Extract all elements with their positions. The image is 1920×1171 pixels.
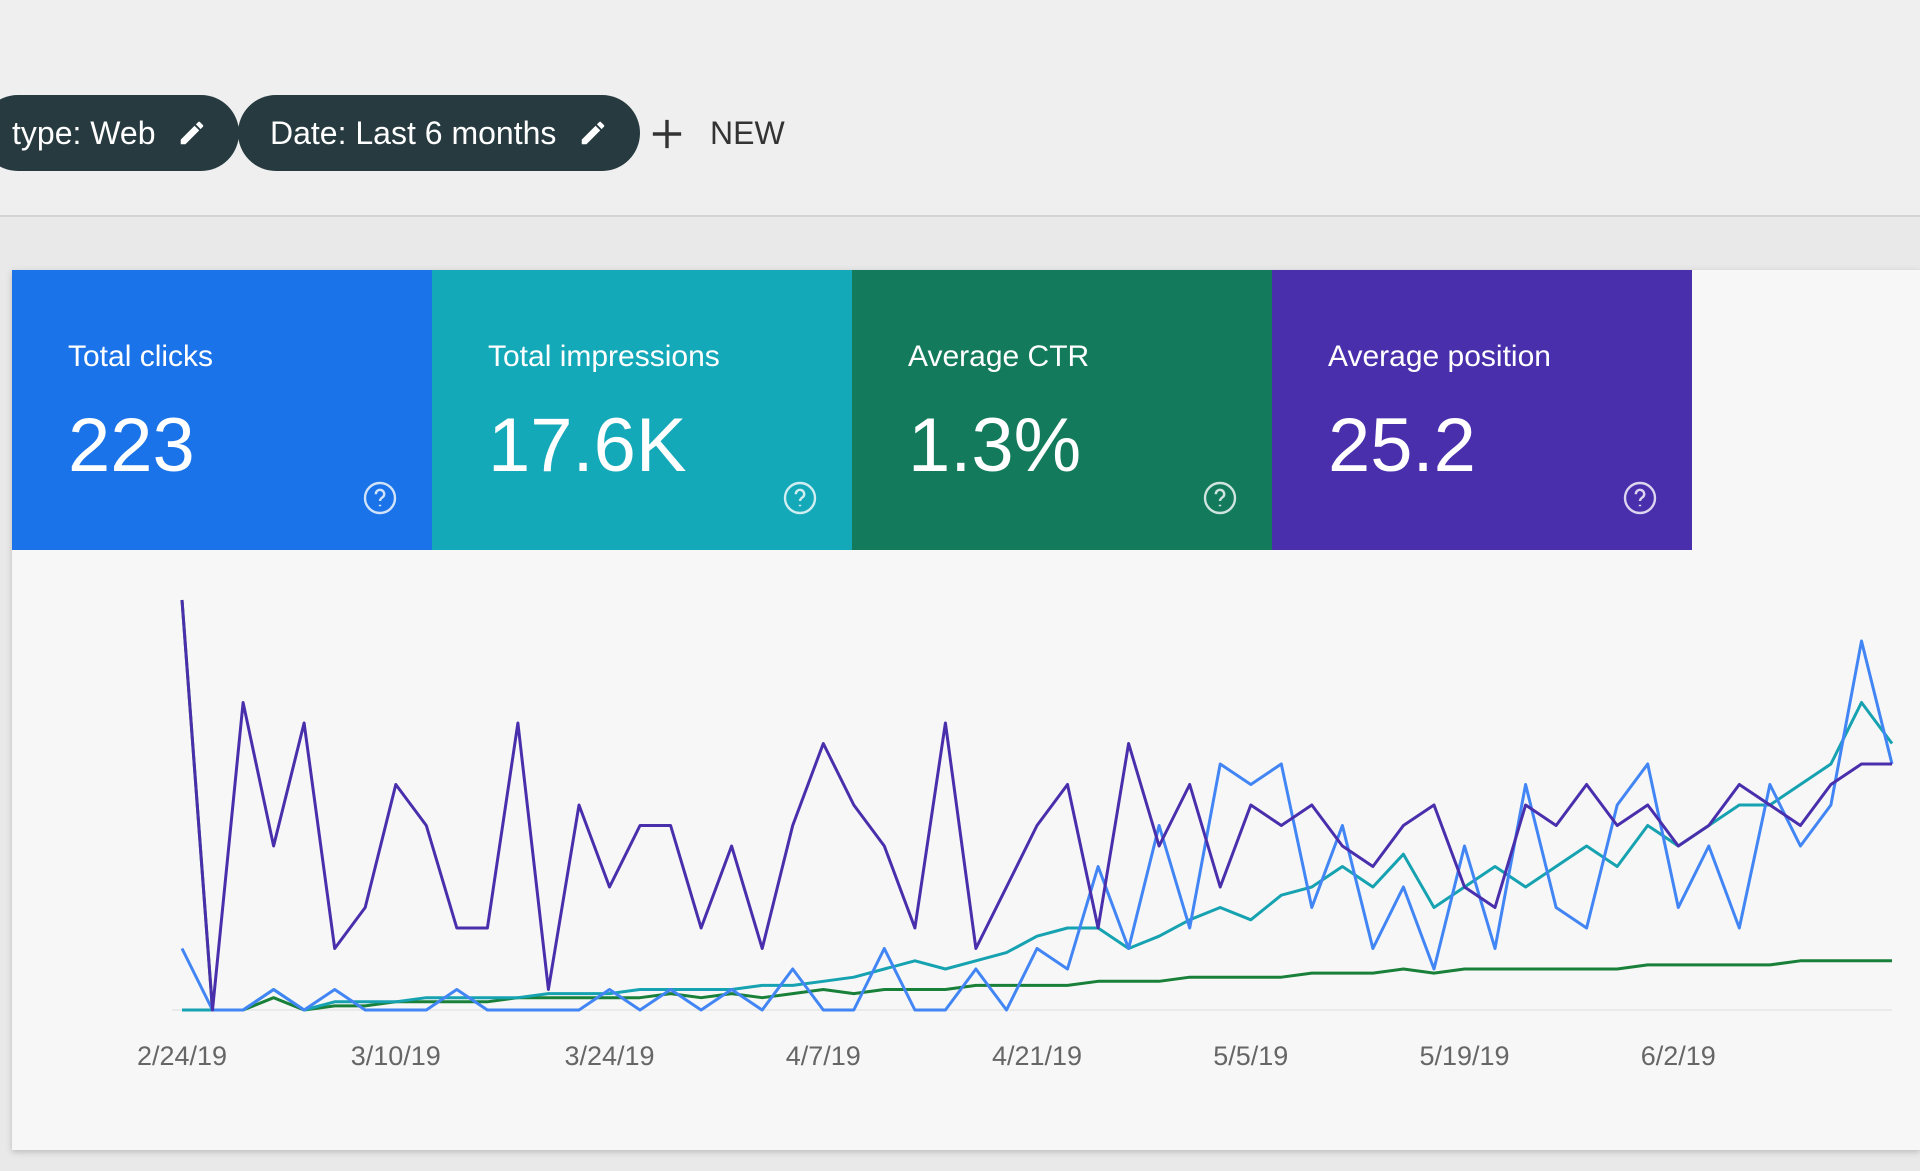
edit-icon (582, 121, 605, 145)
x-tick-label: 5/19/19 (1419, 1041, 1509, 1071)
filter-bar: type: Web Date: Last 6 months NEW (0, 0, 1920, 217)
metric-value: 1.3% (908, 403, 1082, 488)
help-circle (1623, 481, 1657, 515)
help-mark (1214, 488, 1226, 507)
metric-tile[interactable]: Average CTR 1.3% (852, 270, 1272, 550)
edit-icon (181, 121, 204, 145)
help-icon (783, 481, 817, 515)
x-tick-label: 2/24/19 (137, 1041, 227, 1071)
performance-card: Total clicks 223 Total impressions 17.6K Ave… (12, 270, 1920, 1150)
metric-tile[interactable]: Total impressions 17.6K (432, 270, 852, 550)
metric-label: Total impressions (488, 340, 720, 373)
x-tick-label: 3/10/19 (351, 1041, 441, 1071)
chip-label: type: Web (12, 114, 156, 151)
metric-tile[interactable]: Total clicks 223 (12, 270, 432, 550)
x-tick-label: 6/2/19 (1641, 1041, 1716, 1071)
help-circle (783, 481, 817, 515)
help-circle (1203, 481, 1237, 515)
new-button[interactable]: NEW (650, 115, 785, 152)
help-mark (794, 488, 806, 507)
plus-icon (652, 119, 682, 148)
metric-value: 17.6K (488, 403, 687, 488)
series-line (182, 701, 1894, 1012)
x-tick-label: 4/21/19 (992, 1041, 1082, 1071)
chart: 2/24/19 3/10/19 3/24/19 4/7/19 4/21/19 5/5/19… (137, 599, 1894, 1071)
help-mark (1634, 488, 1646, 507)
x-tick-label: 4/7/19 (786, 1041, 861, 1071)
chip-label: Date: Last 6 months (270, 114, 557, 151)
help-circle (363, 481, 397, 515)
metric-label: Average position (1328, 340, 1551, 373)
help-icon (363, 481, 397, 515)
metric-label: Total clicks (68, 340, 214, 373)
series-line (180, 639, 1894, 1012)
metric-value: 223 (68, 403, 195, 488)
help-mark (374, 488, 386, 507)
metric-label: Average CTR (908, 340, 1090, 373)
metric-tiles: Total clicks 223 Total impressions 17.6K Ave… (12, 270, 1692, 550)
filter-chip[interactable]: type: Web (0, 95, 240, 171)
x-tick-label: 5/5/19 (1213, 1041, 1288, 1071)
series-line (180, 599, 1892, 1012)
metric-value: 25.2 (1328, 403, 1476, 488)
help-icon (1623, 481, 1657, 515)
x-tick-label: 3/24/19 (564, 1041, 654, 1071)
series-line (180, 599, 1892, 1012)
metric-tile[interactable]: Average position 25.2 (1272, 270, 1692, 550)
help-icon (1203, 481, 1237, 515)
filter-chip[interactable]: Date: Last 6 months (238, 95, 641, 171)
new-label: NEW (710, 115, 785, 151)
